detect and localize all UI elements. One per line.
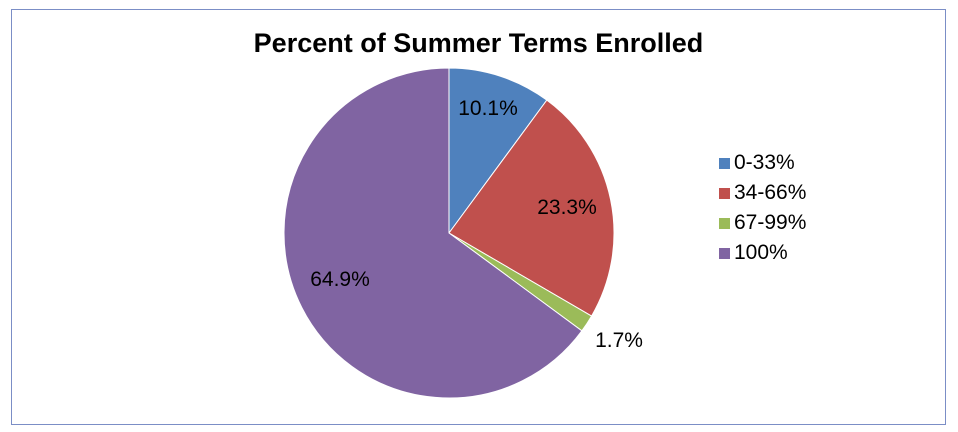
legend-swatch-100 [719,247,730,259]
legend-label-34-66: 34-66% [734,181,807,204]
pie-slice-0-33 [448,67,548,235]
legend-item-67-99: 67-99% [719,208,806,238]
legend-item-0-33: 0-33% [719,148,806,178]
legend-label-0-33: 0-33% [734,151,795,174]
data-label-34-66: 23.3% [537,196,597,219]
legend-swatch-67-99 [719,217,730,229]
legend-swatch-0-33 [719,157,730,169]
legend-item-100: 100% [719,238,806,268]
legend-label-100: 100% [734,241,788,264]
data-label-100: 64.9% [310,268,370,291]
legend-label-67-99: 67-99% [734,211,807,234]
pie-slice-34-66 [448,99,615,317]
chart-title: Percent of Summer Terms Enrolled [253,28,704,58]
legend-swatch-34-66 [719,187,730,199]
data-label-67-99: 1.7% [595,329,643,352]
legend-item-34-66: 34-66% [719,178,806,208]
legend: 0-33% 34-66% 67-99% 100% [719,148,806,268]
pie-slice-100 [283,67,583,399]
data-label-0-33: 10.1% [458,97,518,120]
